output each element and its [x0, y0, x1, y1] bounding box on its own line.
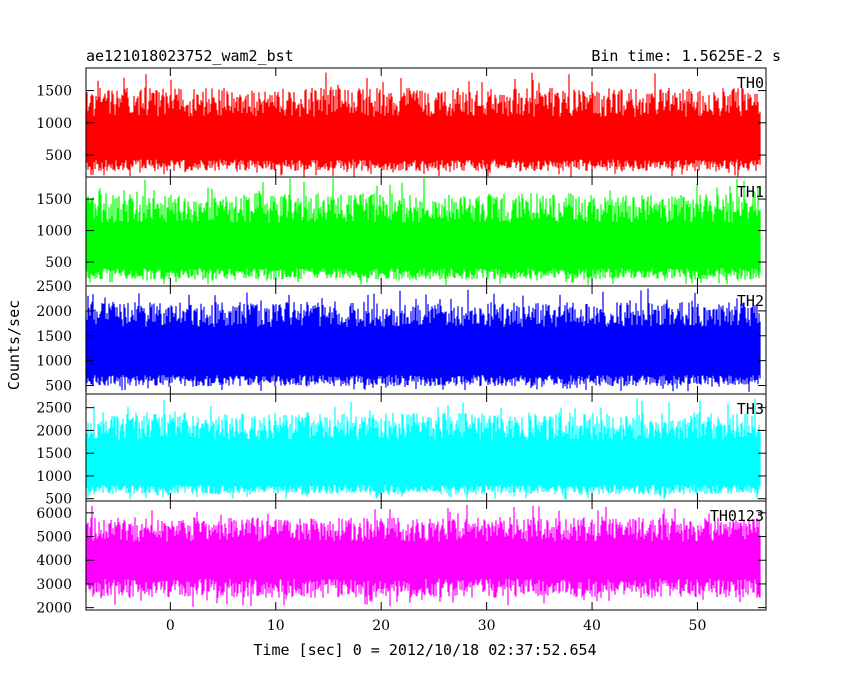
panel-th0: 500 1000 1500 TH0	[36, 67, 767, 178]
y-tick-label: 1000	[36, 116, 72, 132]
y-tick-label: 4000	[36, 553, 72, 569]
y-tick-label: 500	[45, 492, 72, 508]
panel-label: TH1	[737, 183, 764, 201]
bin-time-label: Bin time: 1.5625E-2 s	[591, 47, 781, 65]
panel-label: TH2	[737, 292, 764, 310]
panel-label: TH3	[737, 400, 764, 418]
y-tick-label: 2500	[36, 279, 72, 295]
chart-title: ae121018023752_wam2_bst	[86, 47, 294, 65]
x-tick-label: 30	[478, 618, 496, 634]
y-tick-label: 2000	[36, 423, 72, 439]
series-line-th1	[85, 178, 761, 285]
y-tick-label: 500	[45, 255, 72, 271]
panel-label: TH0	[737, 74, 764, 92]
x-tick-label: 50	[689, 618, 707, 634]
x-tick-label: 20	[372, 618, 390, 634]
series-line-th0	[85, 72, 761, 177]
y-tick-label: 1500	[36, 446, 72, 462]
y-tick-label: 2500	[36, 401, 72, 417]
y-tick-label: 1000	[36, 354, 72, 370]
x-tick-label: 0	[166, 618, 175, 634]
y-tick-label: 500	[45, 148, 72, 164]
y-axis-label: Counts/sec	[5, 300, 23, 390]
series-line-th2	[85, 288, 761, 392]
x-tick-label: 40	[583, 618, 601, 634]
series-line-th3	[85, 398, 761, 500]
y-tick-label: 1500	[36, 192, 72, 208]
panel-th3: 500 1000 1500 2000 2500 TH3	[36, 393, 767, 508]
y-tick-label: 6000	[36, 506, 72, 522]
panel-label: TH0123	[710, 507, 764, 525]
panel-th1: 500 1000 1500 TH1	[36, 176, 767, 287]
x-axis-label: Time [sec] 0 = 2012/10/18 02:37:52.654	[253, 641, 596, 659]
y-tick-label: 2000	[36, 304, 72, 320]
series-line-th0123	[85, 504, 761, 607]
y-tick-label: 5000	[36, 530, 72, 546]
panel-th0123: 2000 3000 4000 5000 6000 0 10 20 30 40 50 TH0123	[36, 500, 767, 634]
panel-frame	[85, 500, 767, 611]
y-tick-label: 500	[45, 379, 72, 395]
panel-th2: 500 1000 1500 2000 2500 TH2	[36, 279, 767, 395]
y-tick-label: 1000	[36, 224, 72, 240]
y-tick-label: 1500	[36, 84, 72, 100]
y-tick-label: 2000	[36, 601, 72, 617]
x-tick-label: 10	[267, 618, 285, 634]
y-tick-label: 1500	[36, 329, 72, 345]
y-tick-label: 1000	[36, 469, 72, 485]
y-tick-label: 3000	[36, 577, 72, 593]
